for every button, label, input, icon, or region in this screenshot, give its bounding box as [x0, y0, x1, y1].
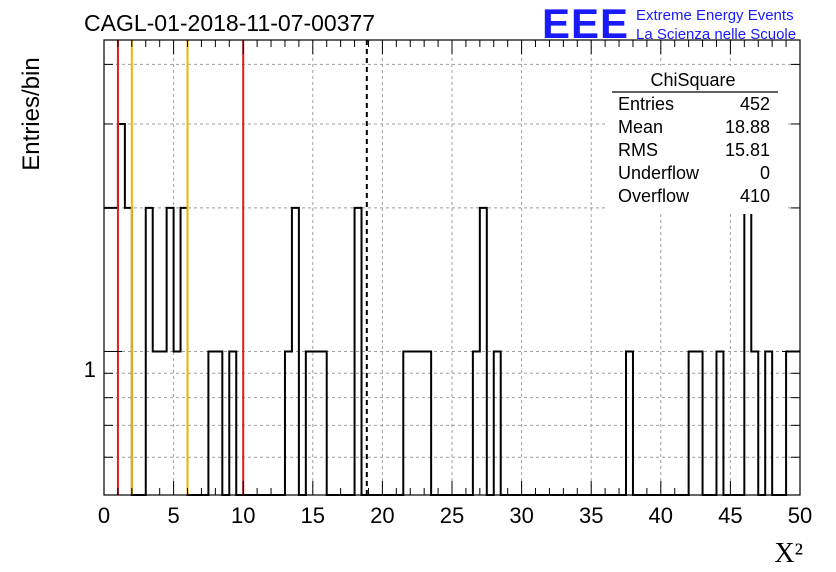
- x-tick-label: 15: [301, 503, 325, 528]
- marker-lines: [116, 40, 368, 495]
- x-tick-label: 40: [649, 503, 673, 528]
- stats-row-label: Underflow: [618, 163, 700, 183]
- stats-row-label: Mean: [618, 117, 663, 137]
- stats-row-label: RMS: [618, 140, 658, 160]
- y-tick-label-1: 1: [84, 357, 96, 382]
- x-tick-label: 20: [370, 503, 394, 528]
- stats-box-bg: [606, 66, 786, 214]
- stats-title: ChiSquare: [650, 70, 735, 90]
- plot-frame: [103, 39, 801, 496]
- axis-ticks: [103, 40, 801, 495]
- logo-mark: EEE: [542, 0, 630, 47]
- plot-title: CAGL-01-2018-11-07-00377: [84, 10, 376, 36]
- stats-row-label: Entries: [618, 94, 674, 114]
- logo-line-2: La Scienza nelle Scuole: [636, 26, 797, 43]
- x-tick-label: 30: [509, 503, 533, 528]
- stats-box: ChiSquare Entries 452 Mean 18.88 RMS 15.81 Und…: [606, 66, 786, 214]
- stats-row-value: 410: [740, 186, 770, 206]
- histogram-bin: [118, 124, 125, 495]
- stats-row-value: 452: [740, 94, 770, 114]
- stats-row-value: 18.88: [725, 117, 770, 137]
- x-tick-label: 50: [788, 503, 812, 528]
- x-tick-label: 0: [98, 503, 110, 528]
- x-tick-label: 5: [167, 503, 179, 528]
- x-tick-label: 35: [579, 503, 603, 528]
- logo-line-1: Extreme Energy Events: [636, 7, 794, 24]
- x-axis-label: X²: [774, 538, 803, 569]
- stats-row-label: Overflow: [618, 186, 690, 206]
- x-tick-labels: 0 5 10 15 20 25 30 35 40 45 50: [98, 503, 812, 528]
- x-tick-label: 45: [718, 503, 742, 528]
- x-tick-label: 10: [231, 503, 255, 528]
- stats-row-value: 15.81: [725, 140, 770, 160]
- x-tick-label: 25: [440, 503, 464, 528]
- stats-row-value: 0: [760, 163, 770, 183]
- eee-logo: EEE Extreme Energy Events La Scienza nel…: [542, 0, 836, 47]
